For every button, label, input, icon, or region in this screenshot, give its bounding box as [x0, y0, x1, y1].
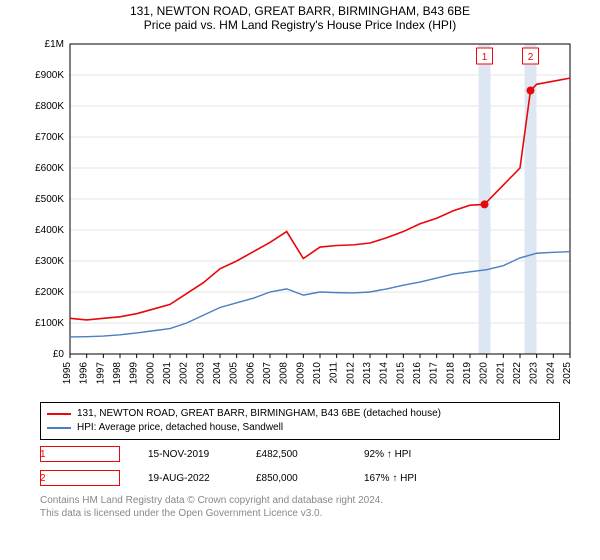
marker-number: 2 [40, 473, 120, 484]
svg-text:2005: 2005 [229, 362, 240, 385]
svg-text:£100K: £100K [35, 318, 64, 329]
svg-text:2011: 2011 [329, 362, 340, 384]
marker-delta: 92% ↑ HPI [364, 449, 444, 460]
svg-text:£300K: £300K [35, 256, 64, 267]
svg-text:1999: 1999 [129, 362, 140, 385]
title-block: 131, NEWTON ROAD, GREAT BARR, BIRMINGHAM… [0, 4, 600, 32]
legend-item: HPI: Average price, detached house, Sand… [47, 421, 553, 435]
svg-text:2015: 2015 [395, 362, 406, 385]
svg-text:2: 2 [528, 52, 534, 63]
svg-text:2024: 2024 [545, 362, 556, 385]
legend-swatch [47, 427, 71, 429]
chart-container: 131, NEWTON ROAD, GREAT BARR, BIRMINGHAM… [0, 0, 600, 520]
chart-title: 131, NEWTON ROAD, GREAT BARR, BIRMINGHAM… [0, 4, 600, 18]
svg-text:£0: £0 [53, 349, 65, 360]
chart-area: £0 £100K £200K £300K £400K £500K £600K £700K £80… [20, 36, 580, 396]
footer: Contains HM Land Registry data © Crown c… [40, 494, 600, 520]
svg-text:2012: 2012 [345, 362, 356, 385]
svg-text:2019: 2019 [462, 362, 473, 385]
svg-text:£600K: £600K [35, 163, 64, 174]
svg-text:2010: 2010 [312, 362, 323, 385]
svg-text:2000: 2000 [145, 362, 156, 385]
footer-line: Contains HM Land Registry data © Crown c… [40, 494, 600, 507]
marker-date: 15-NOV-2019 [148, 449, 228, 460]
svg-text:2023: 2023 [529, 362, 540, 385]
chart-subtitle: Price paid vs. HM Land Registry's House … [0, 18, 600, 32]
svg-text:2022: 2022 [512, 362, 523, 385]
svg-text:2025: 2025 [562, 362, 573, 385]
svg-text:2001: 2001 [162, 362, 173, 385]
svg-text:£800K: £800K [35, 101, 64, 112]
marker-rows: 1 15-NOV-2019 £482,500 92% ↑ HPI 2 19-AU… [40, 446, 600, 486]
svg-text:1996: 1996 [79, 362, 90, 385]
svg-text:2008: 2008 [279, 362, 290, 385]
marker-delta: 167% ↑ HPI [364, 473, 444, 484]
marker-number: 1 [40, 449, 120, 460]
legend-label: 131, NEWTON ROAD, GREAT BARR, BIRMINGHAM… [77, 407, 441, 421]
svg-text:2014: 2014 [379, 362, 390, 385]
svg-text:£1M: £1M [45, 39, 64, 50]
marker-date: 19-AUG-2022 [148, 473, 228, 484]
svg-text:2016: 2016 [412, 362, 423, 385]
marker-row: 2 19-AUG-2022 £850,000 167% ↑ HPI [40, 470, 600, 486]
svg-text:2009: 2009 [295, 362, 306, 385]
legend-label: HPI: Average price, detached house, Sand… [77, 421, 283, 435]
legend-swatch [47, 413, 71, 415]
legend-box: 131, NEWTON ROAD, GREAT BARR, BIRMINGHAM… [40, 402, 560, 440]
svg-text:£900K: £900K [35, 70, 64, 81]
legend-item: 131, NEWTON ROAD, GREAT BARR, BIRMINGHAM… [47, 407, 553, 421]
svg-text:2021: 2021 [495, 362, 506, 385]
svg-text:1998: 1998 [112, 362, 123, 385]
svg-text:£500K: £500K [35, 194, 64, 205]
svg-text:1: 1 [482, 52, 488, 63]
svg-text:2004: 2004 [212, 362, 223, 385]
svg-text:2018: 2018 [445, 362, 456, 385]
marker-number-box: 2 [40, 470, 120, 486]
svg-text:1995: 1995 [62, 362, 73, 385]
svg-text:2006: 2006 [245, 362, 256, 385]
marker-row: 1 15-NOV-2019 £482,500 92% ↑ HPI [40, 446, 600, 462]
marker-number-box: 1 [40, 446, 120, 462]
svg-text:2002: 2002 [179, 362, 190, 385]
svg-text:2003: 2003 [195, 362, 206, 385]
marker-price: £850,000 [256, 473, 336, 484]
marker-price: £482,500 [256, 449, 336, 460]
svg-text:£700K: £700K [35, 132, 64, 143]
chart-svg: £0 £100K £200K £300K £400K £500K £600K £700K £80… [20, 36, 580, 396]
svg-text:2020: 2020 [479, 362, 490, 385]
svg-text:£200K: £200K [35, 287, 64, 298]
svg-text:£400K: £400K [35, 225, 64, 236]
footer-line: This data is licensed under the Open Gov… [40, 507, 600, 520]
svg-text:2017: 2017 [429, 362, 440, 385]
svg-text:2007: 2007 [262, 362, 273, 385]
svg-text:2013: 2013 [362, 362, 373, 385]
svg-text:1997: 1997 [95, 362, 106, 385]
